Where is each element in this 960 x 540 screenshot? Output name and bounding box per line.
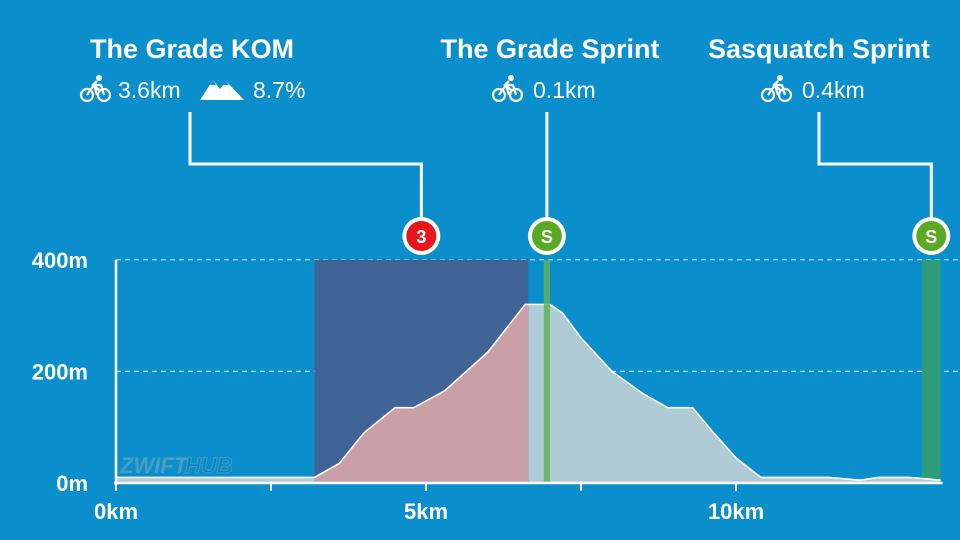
watermark-logo: ZWIFT HUB [119,453,233,479]
bicycle-icon [760,73,793,103]
mountain-icon [200,80,244,100]
badge-label: S [925,227,937,247]
badge-label: S [541,227,553,247]
sasquatch-sprint-badge: S [912,217,951,255]
gridlines [116,259,960,372]
segment-grade: 8.7% [253,77,305,103]
elevation-area [116,259,941,483]
segment-badges: 3 S S [402,217,951,255]
sasquatch-sprint-band [922,259,941,483]
segment-label-grade-sprint: The Grade Sprint 0.1km [440,34,659,103]
segment-label-kom: The Grade KOM 3.6km 8.7% [79,34,305,103]
segment-title: Sasquatch Sprint [708,34,930,64]
bicycle-icon [491,73,524,103]
bicycle-icon [79,73,112,103]
x-tick-label: 5km [404,499,448,524]
segment-distance: 0.1km [533,77,596,103]
elevation-area-kom [314,304,529,483]
watermark-zwift: ZWIFT [119,453,189,478]
elevation-area-before [116,477,315,483]
x-tick-label: 10km [708,499,764,524]
grade-sprint-badge: S [527,217,566,255]
kom-category-badge: 3 [402,217,441,255]
segment-title: The Grade KOM [90,34,294,64]
y-tick-label: 0m [56,471,88,496]
segment-distance: 3.6km [118,77,181,103]
elevation-area-after [528,304,941,483]
y-tick-label: 400m [32,248,88,273]
grade-sprint-line [543,259,550,483]
badge-label: 3 [416,227,426,247]
segment-title: The Grade Sprint [440,34,659,64]
axes: 0m 200m 400m 0km 5km 10km [32,248,943,524]
watermark-hub: HUB [185,453,233,478]
sasquatch-sprint-leader-line [817,112,933,220]
segment-label-sasquatch-sprint: Sasquatch Sprint 0.4km [708,34,930,103]
segment-distance: 0.4km [802,77,865,103]
x-tick-label: 0km [94,499,138,524]
leader-lines [188,112,933,220]
elevation-line [116,303,941,482]
kom-leader-line [188,112,423,220]
y-tick-label: 200m [32,359,88,384]
